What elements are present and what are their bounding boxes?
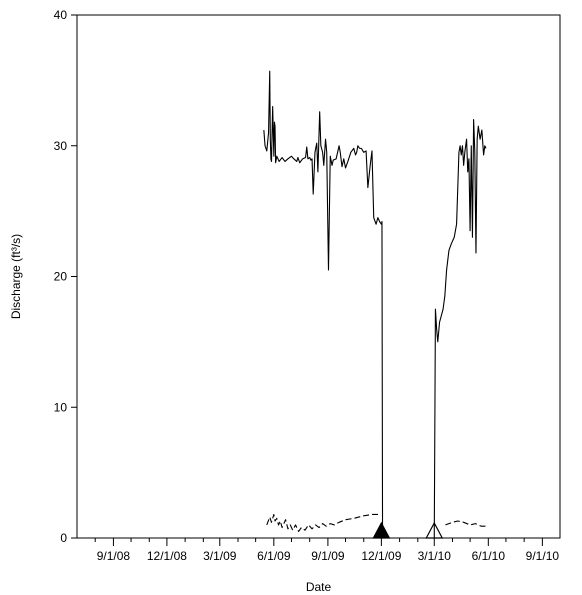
dashed-series-line	[266, 513, 381, 533]
y-tick-label: 0	[60, 531, 67, 545]
y-tick-label: 30	[54, 139, 68, 153]
solid-series-line	[263, 70, 384, 539]
y-tick-label: 40	[54, 8, 68, 22]
dashed-series-line	[445, 520, 488, 527]
y-tick-label: 20	[54, 270, 68, 284]
annotation-layer	[372, 521, 444, 539]
y-axis: 0 10 20 30 40	[54, 8, 77, 545]
x-tick-label: 9/1/08	[97, 549, 131, 563]
plot-frame	[76, 14, 561, 539]
plot-area	[76, 14, 561, 539]
x-tick-label: 3/1/09	[203, 549, 237, 563]
x-tick-label: 3/1/10	[418, 549, 452, 563]
x-tick-label: 9/1/10	[526, 549, 560, 563]
x-axis: 9/1/08 12/1/08 3/1/09 6/1/09 9/1/09 12/1/09 3/…	[94, 538, 560, 563]
y-axis-title: Discharge (ft³/s)	[9, 234, 23, 319]
solid-series-line	[433, 119, 487, 539]
y-tick-label: 10	[54, 400, 68, 414]
x-axis-title: Date	[306, 580, 332, 594]
filled-triangle-marker	[372, 521, 391, 539]
series-layer	[263, 70, 488, 539]
x-tick-label: 6/1/09	[257, 549, 291, 563]
x-tick-label: 9/1/09	[311, 549, 345, 563]
x-tick-label: 6/1/10	[472, 549, 506, 563]
x-tick-label: 12/1/09	[361, 549, 401, 563]
x-tick-label: 12/1/08	[147, 549, 187, 563]
